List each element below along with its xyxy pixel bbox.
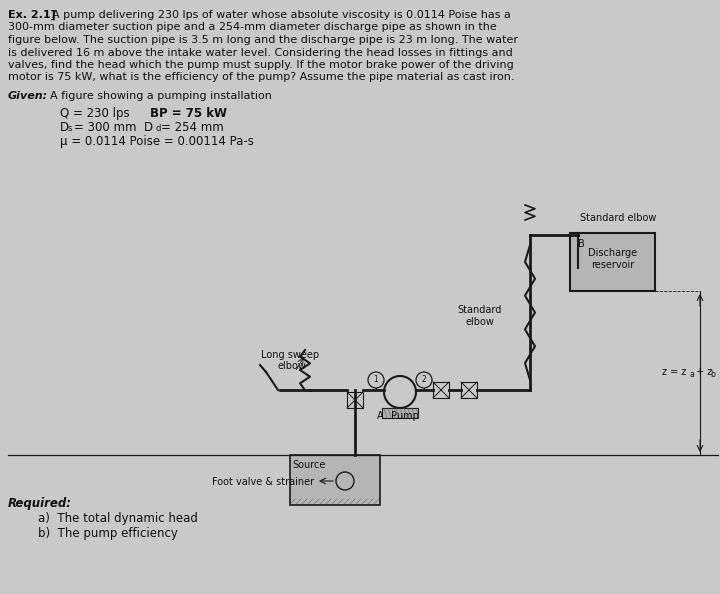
Text: motor is 75 kW, what is the efficiency of the pump? Assume the pipe material as : motor is 75 kW, what is the efficiency o… bbox=[8, 72, 515, 83]
Text: Q = 230 lps: Q = 230 lps bbox=[60, 107, 130, 120]
Text: Required:: Required: bbox=[8, 497, 72, 510]
Text: figure below. The suction pipe is 3.5 m long and the discharge pipe is 23 m long: figure below. The suction pipe is 3.5 m … bbox=[8, 35, 518, 45]
Text: z = z: z = z bbox=[662, 367, 686, 377]
Text: a)  The total dynamic head: a) The total dynamic head bbox=[38, 512, 198, 525]
Text: D: D bbox=[60, 121, 69, 134]
Bar bbox=[347, 392, 363, 408]
Text: 1: 1 bbox=[374, 375, 379, 384]
Text: A: A bbox=[377, 411, 383, 421]
Text: elbow: elbow bbox=[466, 317, 495, 327]
Text: d: d bbox=[155, 124, 161, 133]
Text: 300-mm diameter suction pipe and a 254-mm diameter discharge pipe as shown in th: 300-mm diameter suction pipe and a 254-m… bbox=[8, 23, 497, 33]
Text: B: B bbox=[578, 239, 585, 249]
Text: Long sweep: Long sweep bbox=[261, 350, 319, 360]
Text: μ = 0.0114 Poise = 0.00114 Pa-s: μ = 0.0114 Poise = 0.00114 Pa-s bbox=[60, 135, 254, 148]
Text: elbow: elbow bbox=[278, 361, 307, 371]
Text: s: s bbox=[68, 124, 73, 133]
Text: + z: + z bbox=[693, 367, 712, 377]
Text: reservoir: reservoir bbox=[591, 260, 634, 270]
Text: 2: 2 bbox=[422, 375, 426, 384]
Text: = 300 mm  D: = 300 mm D bbox=[74, 121, 153, 134]
Text: b)  The pump efficiency: b) The pump efficiency bbox=[38, 527, 178, 540]
Text: Source: Source bbox=[292, 460, 325, 470]
Text: A figure showing a pumping installation: A figure showing a pumping installation bbox=[50, 91, 272, 101]
Text: Given:: Given: bbox=[8, 91, 48, 101]
Text: Standard elbow: Standard elbow bbox=[580, 213, 657, 223]
Text: Pump: Pump bbox=[391, 411, 419, 421]
Bar bbox=[461, 382, 477, 398]
Text: b: b bbox=[710, 370, 715, 379]
Text: BP = 75 kW: BP = 75 kW bbox=[150, 107, 227, 120]
Text: Standard: Standard bbox=[458, 305, 502, 315]
Text: = 254 mm: = 254 mm bbox=[161, 121, 224, 134]
Text: is delivered 16 m above the intake water level. Considering the head losses in f: is delivered 16 m above the intake water… bbox=[8, 48, 513, 58]
Text: A pump delivering 230 lps of water whose absolute viscosity is 0.0114 Poise has : A pump delivering 230 lps of water whose… bbox=[52, 10, 511, 20]
Text: valves, find the head which the pump must supply. If the motor brake power of th: valves, find the head which the pump mus… bbox=[8, 60, 514, 70]
Bar bbox=[382, 408, 418, 418]
Bar bbox=[570, 233, 655, 291]
Bar bbox=[290, 455, 380, 505]
Text: Foot valve & strainer: Foot valve & strainer bbox=[212, 477, 314, 487]
Bar bbox=[433, 382, 449, 398]
Text: Ex. 2.1]: Ex. 2.1] bbox=[8, 10, 55, 20]
Text: Discharge: Discharge bbox=[588, 248, 637, 258]
Text: a: a bbox=[690, 370, 695, 379]
